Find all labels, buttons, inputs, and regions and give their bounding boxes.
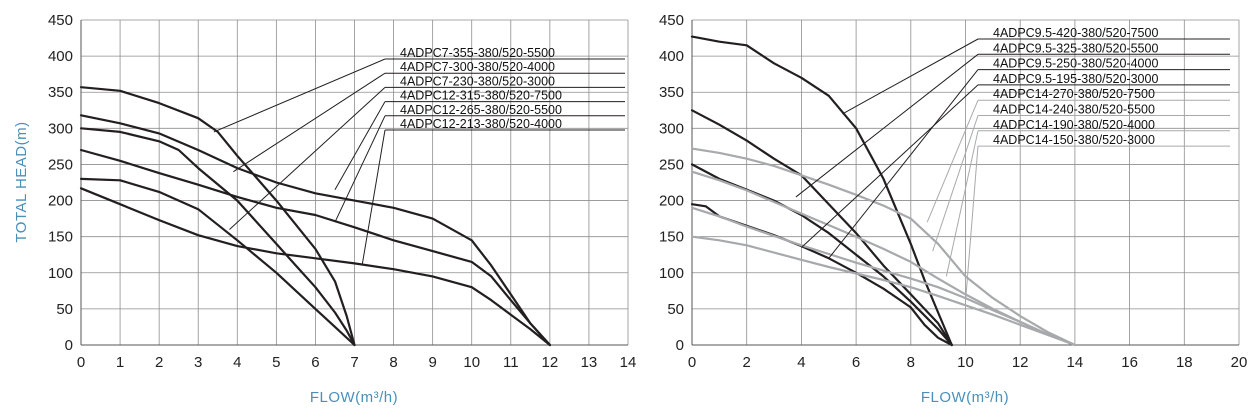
series-leader-line <box>842 38 979 115</box>
series-leader-line <box>932 115 979 252</box>
x-tick-label: 20 <box>1231 354 1248 371</box>
y-tick-label: 50 <box>667 301 684 318</box>
x-tick-label: 12 <box>542 354 559 371</box>
x-tick-label: 4 <box>233 354 241 371</box>
y-axis-label: TOTAL HEAD(m) <box>13 121 30 242</box>
x-tick-label: 0 <box>688 354 696 371</box>
series-leader-line <box>965 146 979 302</box>
y-tick-label: 0 <box>65 337 73 354</box>
series-label: 4ADPC12-315-380/520-7500 <box>400 89 562 103</box>
series-line-1 <box>690 35 953 347</box>
series-leader-line <box>229 87 386 230</box>
series-line-7 <box>690 206 1076 347</box>
series-label: 4ADPC9.5-250-380/520-4000 <box>993 57 1158 71</box>
x-tick-label: 6 <box>311 354 319 371</box>
x-tick-label: 9 <box>428 354 436 371</box>
x-tick-label: 14 <box>1067 354 1084 371</box>
series-label: 4ADPC14-150-380/520-3000 <box>993 133 1155 147</box>
x-tick-label: 3 <box>194 354 202 371</box>
y-tick-label: 450 <box>48 12 73 29</box>
series-line-6 <box>79 187 551 347</box>
x-tick-label: 2 <box>155 354 163 371</box>
x-tick-label: 12 <box>1012 354 1029 371</box>
x-tick-label: 6 <box>852 354 860 371</box>
y-tick-label: 100 <box>48 265 73 282</box>
series-line-1 <box>79 86 356 347</box>
series-label: 4ADPC9.5-195-380/520-3000 <box>993 72 1158 86</box>
series-leader-line <box>334 101 386 190</box>
series-leader-line <box>361 129 386 265</box>
series-line-6 <box>690 170 1076 347</box>
x-tick-label: 14 <box>620 354 637 371</box>
series-label: 4ADPC12-213-380/520-4000 <box>400 117 562 131</box>
series-line-4 <box>79 114 551 347</box>
series-line-2 <box>690 109 953 347</box>
series-leader-line <box>828 69 979 259</box>
series-label: 4ADPC7-230-380/520-3000 <box>400 74 555 88</box>
y-tick-label: 0 <box>676 337 684 354</box>
series-leader-line <box>795 53 979 198</box>
y-tick-label: 250 <box>48 156 73 173</box>
y-tick-label: 200 <box>659 193 684 210</box>
x-tick-label: 8 <box>907 354 915 371</box>
series-label: 4ADPC9.5-420-380/520-7500 <box>993 26 1158 40</box>
series-label: 4ADPC9.5-325-380/520-5500 <box>993 41 1158 55</box>
x-tick-label: 5 <box>272 354 280 371</box>
y-tick-label: 150 <box>48 229 73 246</box>
y-tick-label: 50 <box>56 301 73 318</box>
series-leader-line <box>334 115 386 223</box>
x-axis-label: FLOW(m³/h) <box>310 389 398 406</box>
chart-1: 0 1 2 3 4 5 6 7 8 9 10 11 12 13 1405010015020025030035… <box>13 12 636 406</box>
x-tick-label: 16 <box>1121 354 1138 371</box>
series-leader-line <box>233 72 386 173</box>
series-line-5 <box>79 148 551 347</box>
x-tick-label: 8 <box>389 354 397 371</box>
x-tick-label: 0 <box>77 354 85 371</box>
x-tick-label: 7 <box>350 354 358 371</box>
series-line-8 <box>690 235 1076 347</box>
x-tick-label: 1 <box>116 354 124 371</box>
y-tick-label: 300 <box>659 120 684 137</box>
series-label: 4ADPC7-355-380/520-5500 <box>400 46 555 60</box>
series-leader-line <box>213 58 386 133</box>
x-axis-label: FLOW(m³/h) <box>921 389 1009 406</box>
series-label: 4ADPC14-190-380/520-4000 <box>993 118 1155 132</box>
series-label: 4ADPC14-270-380/520-7500 <box>993 87 1155 101</box>
y-tick-label: 450 <box>659 12 684 29</box>
x-tick-label: 11 <box>503 354 519 371</box>
y-tick-label: 350 <box>659 84 684 101</box>
series-leader-line <box>926 100 979 223</box>
series-line-4 <box>690 203 953 347</box>
y-tick-label: 350 <box>48 84 73 101</box>
y-tick-label: 400 <box>48 48 73 65</box>
chart-2: 0 2 4 6 8 10 12 14 16 18 2005010015020025030035040… <box>659 12 1247 406</box>
series-label: 4ADPC14-240-380/520-5500 <box>993 103 1155 117</box>
series-leader-line <box>945 130 979 277</box>
y-tick-label: 150 <box>659 229 684 246</box>
y-tick-label: 200 <box>48 193 73 210</box>
x-tick-label: 13 <box>581 354 598 371</box>
series-label: 4ADPC7-300-380/520-4000 <box>400 60 555 74</box>
series-line-5 <box>690 147 1076 347</box>
y-tick-label: 300 <box>48 120 73 137</box>
series-label: 4ADPC12-265-380/520-5500 <box>400 103 562 117</box>
y-tick-label: 100 <box>659 265 684 282</box>
x-tick-label: 10 <box>463 354 480 371</box>
x-tick-label: 4 <box>797 354 805 371</box>
y-tick-label: 400 <box>659 48 684 65</box>
series-line-2 <box>79 127 356 347</box>
x-tick-label: 2 <box>743 354 751 371</box>
y-tick-label: 250 <box>659 156 684 173</box>
x-tick-label: 10 <box>957 354 974 371</box>
x-tick-label: 18 <box>1176 354 1193 371</box>
series-leader-line <box>801 84 979 248</box>
series-line-3 <box>79 177 356 347</box>
